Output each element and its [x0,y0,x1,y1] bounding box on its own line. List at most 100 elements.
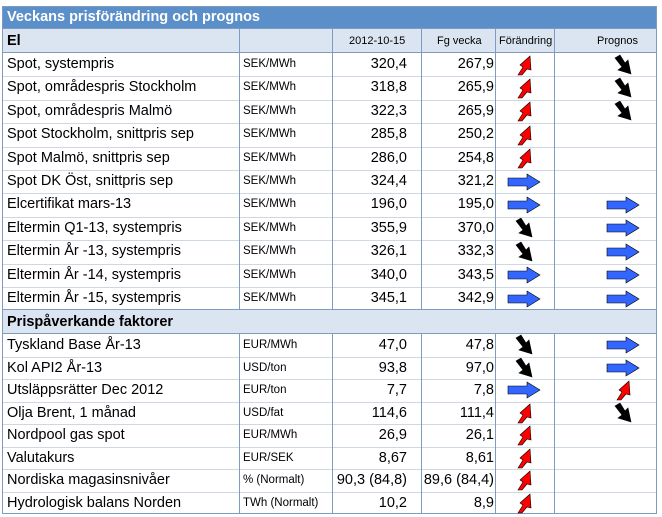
row-divider [3,263,656,265]
row-name: Olja Brent, 1 månad [7,404,136,421]
arrow-up-change-icon [517,78,532,99]
row-current-value: 322,3 [370,102,407,119]
arrow-right-forecast-icon [606,266,640,284]
row-current-value: 340,0 [370,266,407,283]
table-row: Tyskland Base År-13 EUR/MWh 47,0 47,8 [3,334,656,357]
row-current-value: 318,8 [370,79,407,96]
row-previous-value: 7,8 [473,382,494,398]
arrow-up-change-icon [517,148,532,169]
row-name: Eltermin År -15, systempris [7,290,182,306]
row-previous-value: 265,9 [457,102,494,119]
row-current-value: 326,1 [370,243,407,260]
row-previous-value: 89,6 (84,4) [423,472,494,488]
row-previous-value: 26,1 [465,427,494,443]
table-title: Veckans prisförändring och prognos [3,7,656,28]
row-unit: SEK/MWh [243,175,297,187]
row-current-value: 320,4 [370,56,407,72]
row-unit: EUR/SEK [243,451,294,464]
table-row: Nordiska magasinsnivåer % (Normalt) 90,3 (… [3,469,656,492]
table-row: Spot DK Öst, snittpris sep SEK/MWh 324,4 32… [3,170,656,193]
row-divider [3,356,656,358]
section-header-factors: Prispåverkande faktorer [3,309,656,334]
row-previous-value: 250,2 [457,126,494,143]
table-row: Spot, områdespris Malmö SEK/MWh 322,3 265,9 [3,100,656,123]
row-name: Nordiska magasinsnivåer [7,472,170,488]
row-current-value: 47,0 [378,337,407,353]
arrow-up-change-icon [517,493,532,514]
row-previous-value: 111,4 [459,404,494,421]
row-name: Tyskland Base År-13 [7,337,141,353]
column-divider [421,334,422,513]
arrow-up-forecast-icon [616,380,631,401]
arrow-up-change-icon [517,403,532,424]
row-current-value: 114,6 [371,404,407,421]
row-divider [3,469,656,470]
row-divider [3,146,656,148]
row-current-value: 355,9 [370,219,407,236]
row-divider [3,401,656,403]
row-unit: SEK/MWh [243,268,297,281]
row-previous-value: 332,3 [457,243,494,260]
table-row: Eltermin Q1-13, systempris SEK/MWh 355,9 37… [3,217,656,240]
row-unit: TWh (Normalt) [243,496,319,509]
column-divider [495,28,496,309]
row-name: Spot, områdespris Malmö [7,102,173,119]
row-unit: EUR/MWh [243,429,298,441]
column-divider [554,334,555,513]
row-name: Spot, områdespris Stockholm [7,79,197,96]
arrow-right-change-icon [507,290,541,308]
section-label: Prispåverkande faktorer [7,314,174,330]
arrow-down-forecast-icon [614,54,632,75]
column-header-previous: Fg vecka [437,35,482,47]
arrow-down-change-icon [515,241,533,262]
table-row: Spot Stockholm, snittpris sep SEK/MWh 285,… [3,123,656,146]
row-name: Nordpool gas spot [7,427,125,443]
row-current-value: 8,67 [378,449,407,466]
row-previous-value: 254,8 [457,149,494,166]
row-name: Elcertifikat mars-13 [7,196,132,213]
row-current-value: 90,3 (84,8) [336,472,407,488]
table-row: Kol API2 År-13 USD/ton 93,8 97,0 [3,357,656,380]
arrow-right-forecast-icon [606,336,640,354]
row-previous-value: 8,9 [473,494,494,511]
row-previous-value: 97,0 [465,359,494,376]
column-divider [239,334,240,513]
row-unit: SEK/MWh [243,58,297,70]
table-row: Spot, systempris SEK/MWh 320,4 267,9 [3,53,656,76]
table-row: Olja Brent, 1 månad USD/fat 114,6 111,4 [3,402,656,425]
row-unit: EUR/ton [243,384,287,396]
row-current-value: 345,1 [370,290,407,306]
row-divider [3,99,656,101]
arrow-right-forecast-icon [606,196,640,214]
row-previous-value: 47,8 [465,337,494,353]
table-row: Valutakurs EUR/SEK 8,67 8,61 [3,447,656,470]
row-current-value: 324,4 [370,173,407,189]
row-previous-value: 265,9 [457,79,494,96]
row-unit: SEK/MWh [243,128,297,141]
row-name: Valutakurs [7,449,75,466]
row-unit: SEK/MWh [243,198,297,211]
arrow-right-change-icon [507,266,541,284]
row-unit: SEK/MWh [243,292,297,304]
row-unit: SEK/MWh [243,245,297,258]
row-divider [3,193,656,195]
column-divider [421,28,422,309]
arrow-up-change-icon [517,470,532,491]
column-divider [332,334,333,513]
row-previous-value: 8,61 [465,449,494,466]
row-unit: SEK/MWh [243,104,297,117]
row-unit: EUR/MWh [243,339,298,351]
row-divider [3,216,656,218]
row-current-value: 26,9 [378,427,407,443]
row-unit: USD/ton [243,361,287,374]
row-divider [3,76,656,78]
row-current-value: 286,0 [370,149,407,166]
arrow-right-forecast-icon [606,290,640,308]
row-divider [3,170,656,171]
arrow-down-forecast-icon [614,402,632,423]
row-unit: SEK/MWh [243,221,297,234]
row-name: Spot DK Öst, snittpris sep [7,173,174,189]
arrow-right-change-icon [507,173,541,191]
row-previous-value: 342,9 [457,290,494,306]
row-name: Spot Malmö, snittpris sep [7,149,170,166]
